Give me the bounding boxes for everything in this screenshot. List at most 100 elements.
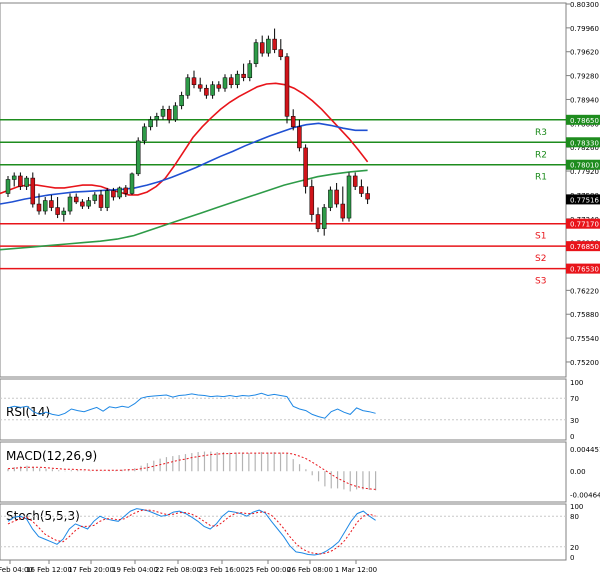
candle-body-down (365, 193, 370, 200)
macd-title: MACD(12,26,9) (6, 449, 97, 463)
stoch-k-line (7, 508, 376, 556)
candlesticks (5, 28, 370, 236)
candle-body-down (303, 147, 308, 187)
macd-panel-frame (0, 441, 567, 503)
level-price-tag-s2 (566, 241, 600, 252)
price-axis-tick-label: 0.75200 (570, 359, 599, 367)
support-resistance-levels: R3 R2 R1 S1 S2 S3 (0, 119, 566, 287)
price-axis-tick-label: 0.78260 (570, 144, 599, 152)
macd-signal-line (7, 452, 376, 490)
level-label-r1: R1 (535, 173, 547, 183)
level-price-tag-label: 0.78330 (570, 139, 599, 147)
candle-body-up (86, 200, 91, 207)
candle-body-down (290, 116, 296, 128)
candle-body-up (148, 119, 153, 128)
rsi-axis-tick-label: 100 (570, 379, 583, 387)
candle-body-up (210, 84, 215, 96)
candle-body-down (197, 84, 203, 89)
candle-body-down (309, 186, 315, 215)
rsi-title: RSI(14) (6, 405, 50, 419)
macd-axis-tick-label: 0.00 (570, 468, 586, 476)
macd-signal-line (7, 452, 376, 490)
candle-body-down (98, 194, 104, 208)
stoch-panel[interactable]: Stoch(5,5,3) 100 80 20 0 (0, 503, 583, 562)
rsi-axis-tick-label: 0 (570, 433, 574, 441)
price-axis-tick-label: 0.79620 (570, 49, 599, 57)
candle-body-up (142, 126, 147, 142)
candle-body-up (346, 175, 352, 219)
candle-body-up (321, 207, 327, 229)
stoch-axis-tick-label: 0 (570, 554, 574, 562)
time-axis-tick-label: 25 Feb 00:00 (245, 566, 291, 574)
candle-body-down (73, 196, 79, 203)
level-price-tag-r3 (566, 114, 600, 125)
candle-body-down (297, 126, 302, 149)
candle-body-down (340, 203, 346, 219)
price-axis-tick-label: 0.79960 (570, 25, 599, 33)
price-axis-tick-label: 0.80300 (570, 1, 599, 9)
level-price-tag-r1 (566, 159, 600, 170)
candle-body-up (61, 210, 67, 215)
candle-body-up (253, 42, 259, 64)
level-price-tag-label: 0.78010 (570, 162, 599, 170)
time-axis-tick-label: 19 Feb 04:00 (112, 566, 158, 574)
price-axis-tick-label: 0.75540 (570, 335, 599, 343)
candle-body-down (55, 207, 60, 215)
candle-body-up (135, 140, 141, 175)
time-axis-tick-label: 17 Feb 20:00 (68, 566, 114, 574)
stoch-axis: 100 80 20 0 (0, 503, 583, 562)
candle-body-up (235, 73, 240, 85)
moving-average-line-1 (0, 82, 369, 196)
candle-body-up (42, 200, 48, 212)
rsi-axis-tick-label: 30 (570, 417, 579, 425)
candle-body-up (11, 175, 17, 180)
rsi-axis-tick-label: 70 (570, 395, 579, 403)
candle-body-down (111, 190, 116, 198)
time-axis-tick-label: 22 Feb 08:00 (155, 566, 201, 574)
candle-body-down (191, 77, 197, 85)
price-panel[interactable]: R3 R2 R1 S1 S2 S3 0.80300 0.79960 0.79620 0.7928… (0, 1, 600, 378)
candle-body-down (278, 49, 284, 57)
stoch-panel-frame (0, 503, 567, 561)
candle-body-down (359, 186, 364, 194)
moving-average-line-2 (0, 122, 368, 205)
rsi-panel[interactable]: RSI(14) 100 70 30 0 (0, 378, 583, 441)
rsi-line (7, 392, 376, 419)
level-label-r3: R3 (535, 128, 547, 138)
time-axis-tick-label: 1 Mar 12:00 (335, 566, 377, 574)
candle-body-up (92, 194, 98, 201)
candle-body-down (216, 84, 222, 89)
macd-axis-tick-label: -0.004646 (570, 492, 600, 500)
price-panel-frame (0, 2, 567, 378)
time-axis-tick-label: 23 Feb 16:00 (199, 566, 245, 574)
level-price-tag-s1 (566, 218, 600, 229)
price-axis-tick-label: 0.77920 (570, 168, 599, 176)
candle-body-down (272, 38, 277, 50)
candle-body-up (117, 187, 122, 198)
candle-body-up (179, 94, 184, 107)
candle-body-up (104, 190, 110, 208)
candle-body-up (328, 189, 333, 208)
price-axis-tick-label: 0.78940 (570, 96, 599, 104)
candle-body-up (5, 179, 11, 194)
candle-body-down (315, 214, 321, 229)
stoch-axis-tick-label: 20 (570, 544, 579, 552)
level-price-tag-label: 0.78650 (570, 117, 599, 125)
current-price-tag (566, 194, 600, 205)
candle-body-down (49, 200, 54, 208)
time-axis-tick-label: 16 Feb 12:00 (26, 566, 72, 574)
macd-axis-tick-label: 0.004451 (570, 446, 600, 454)
candle-body-down (30, 177, 36, 205)
price-axis-tick-label: 0.75880 (570, 311, 599, 319)
stoch-d-line (7, 509, 376, 555)
level-label-s3: S3 (535, 277, 546, 287)
candle-body-up (67, 196, 73, 212)
macd-panel[interactable]: MACD(12,26,9) 0.004451 0.00 -0.004646 (0, 441, 600, 503)
candle-body-down (80, 201, 85, 207)
candle-body-down (228, 77, 234, 85)
candle-body-up (173, 105, 178, 121)
stoch-title: Stoch(5,5,3) (6, 509, 80, 523)
candle-body-down (123, 187, 129, 194)
